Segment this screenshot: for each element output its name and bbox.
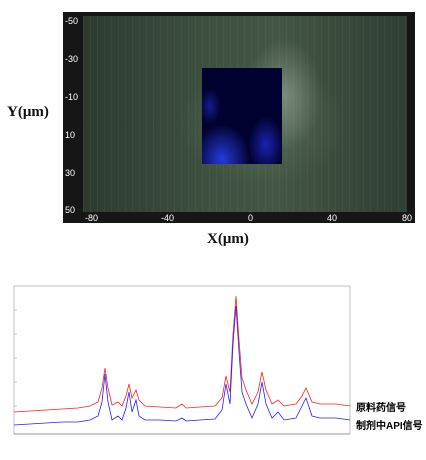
map-overlay-region: [202, 68, 282, 164]
spectrum-plot: [13, 285, 351, 435]
y-tick: -10: [65, 92, 79, 102]
x-tick: -40: [161, 213, 175, 223]
y-tick: 50: [65, 205, 76, 215]
plot-frame: [13, 285, 351, 435]
x-tick: 40: [327, 213, 338, 223]
y-tick: 30: [65, 168, 76, 178]
y-tick: -30: [65, 54, 79, 64]
legend-formulation-api: 制剂中API信号: [356, 421, 423, 432]
series-raw-api: [13, 295, 351, 413]
y-ticks: [14, 309, 17, 407]
series-formulation-api: [13, 305, 351, 426]
x-axis-title: X(μm): [207, 231, 249, 247]
y-tick: -50: [65, 16, 79, 26]
x-tick: 0: [248, 213, 254, 223]
legend-raw-api: 原料药信号: [356, 403, 406, 414]
x-tick: 80: [402, 213, 413, 223]
map-frame: -50 -30 -10 10 30 50 -80 -40 0 40 80: [63, 12, 415, 223]
x-tick: -80: [85, 213, 99, 223]
y-tick: 10: [65, 130, 76, 140]
y-axis-title: Y(μm): [7, 104, 49, 120]
